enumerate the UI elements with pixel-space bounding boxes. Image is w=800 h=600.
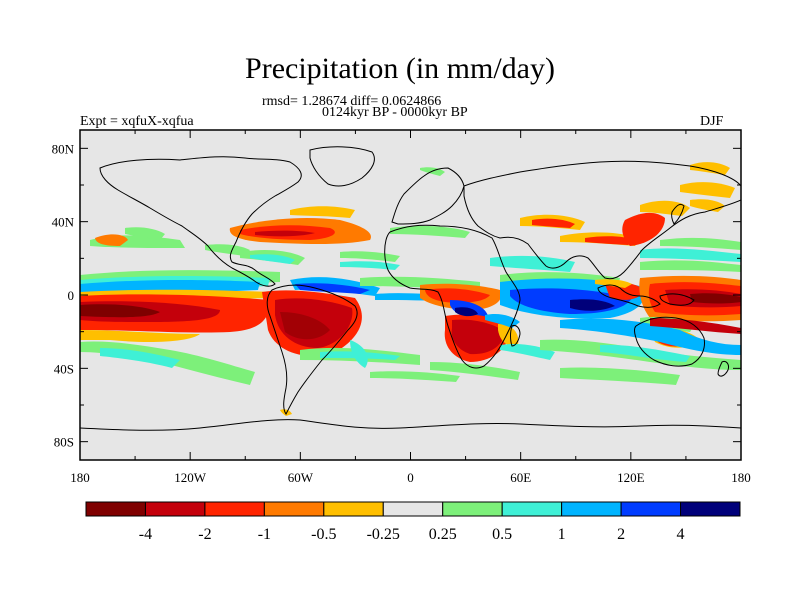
colorbar-swatch [561,501,622,517]
x-tick-label: 60W [288,470,314,485]
middle-east-red [532,218,575,228]
mediterranean-green [390,225,470,238]
africa-dry-south-dark [451,319,505,355]
south-pacific-cyan [100,348,180,368]
x-tick-label: 180 [70,470,90,485]
south-indian-blue [560,318,741,355]
atlantic-darkblue [295,283,370,294]
antarctica-coast [80,419,741,431]
japan-coast [671,203,685,225]
x-tick-label: 60E [510,470,531,485]
east-asia-orange [640,200,690,216]
season-label: DJF [700,114,724,129]
anomaly-shading [80,162,741,416]
coastlines [80,146,741,431]
colorbar-swatch [323,501,384,517]
greenland-coast [309,146,375,187]
colorbar-label: -4 [139,526,152,543]
colorbar-label: 4 [677,526,685,543]
pacific-blue-band [80,280,260,293]
asia-red [585,236,635,245]
colorbar-swatch [382,501,444,517]
southern-ocean-orange [280,409,292,416]
y-tick-label: 80S [54,435,74,450]
x-tick-label: 180 [731,470,751,485]
y-tick-label: 40N [52,215,75,230]
south-american-cyan-lobe [350,340,368,368]
plot-title: Precipitation (in mm/day) [245,52,555,85]
south-africa-green [430,362,520,380]
indian-ocean-navy [570,299,615,311]
y-tick-label: 40S [54,361,74,376]
arctic-orange [690,162,730,175]
colorbar-label: -0.25 [367,526,400,543]
experiment-label: Expt = xqfuX-xqfua [80,114,194,129]
western-canada-green [125,227,165,240]
colorbar-label: 1 [558,526,566,543]
colorbar-swatch [680,501,741,517]
west-pacific-dry-darkest [690,293,741,304]
south-ocean-green [560,367,680,385]
colorbar-swatch [85,501,146,517]
madagascar-coast [510,325,521,347]
caribbean-cyan [250,254,295,264]
period-line: 0124kyr BP - 0000kyr BP [322,105,468,120]
indonesia-coast [597,284,661,308]
west-pacific-green [640,260,741,272]
north-american-green [205,244,250,256]
new-zealand-coast [717,361,729,377]
colorbar-swatch [144,501,206,517]
north-atlantic-orange-high [290,206,355,218]
north-pacific-orange [95,234,128,246]
pacific-dry-lower [80,330,200,342]
australia-coast [634,316,705,367]
north-atlantic-dark [255,230,315,237]
colorbar-swatch [442,501,503,517]
colorbar-swatch [620,501,682,517]
asia-coast [463,160,741,280]
stats-line: rmsd= 1.28674 diff= 0.0624866 [262,94,442,109]
x-tick-label: 120W [174,470,207,485]
south-america-coast [266,284,358,415]
colorbar-label: -2 [198,526,211,543]
y-tick-label: 0 [68,288,75,303]
colorbar: -4 -2 -1 -0.5 -0.25 0.25 0.5 1 2 4 [85,501,741,543]
colorbar-label: 0.25 [429,526,457,543]
north-pacific-orange-east [680,182,735,198]
x-tick-label: 120E [617,470,645,485]
new-guinea-coast [659,293,695,306]
colorbar-label: 2 [617,526,625,543]
madagascar-dry [498,324,519,346]
y-tick-label: 80N [52,141,75,156]
madagascar-navy [455,307,478,317]
south-atlantic-green-band [370,371,460,382]
x-tick-label: 0 [407,470,414,485]
axis-ticks: 180 120W 60W 0 60E 120E 180 80N 40N 0 40S 80S [52,130,751,485]
colorbar-label: 0.5 [492,526,512,543]
east-asia-red [622,212,665,246]
indonesia-orange [595,279,632,288]
north-pacific-cyan-east [640,248,741,262]
colorbar-label: -0.5 [311,526,336,543]
colorbar-swatch [263,501,325,517]
atlantic-cyan-north [340,261,400,270]
colorbar-label: -1 [258,526,271,543]
africa-coast [384,224,521,369]
map-panel [80,130,741,460]
colorbar-swatch [204,501,265,517]
north-pacific-green-east [660,237,741,250]
north-america-coast [99,156,302,287]
europe-coast [391,167,465,225]
south-america-dry-dark2 [280,312,330,340]
pacific-dry-darkest [80,304,160,318]
colorbar-swatch [501,501,563,517]
